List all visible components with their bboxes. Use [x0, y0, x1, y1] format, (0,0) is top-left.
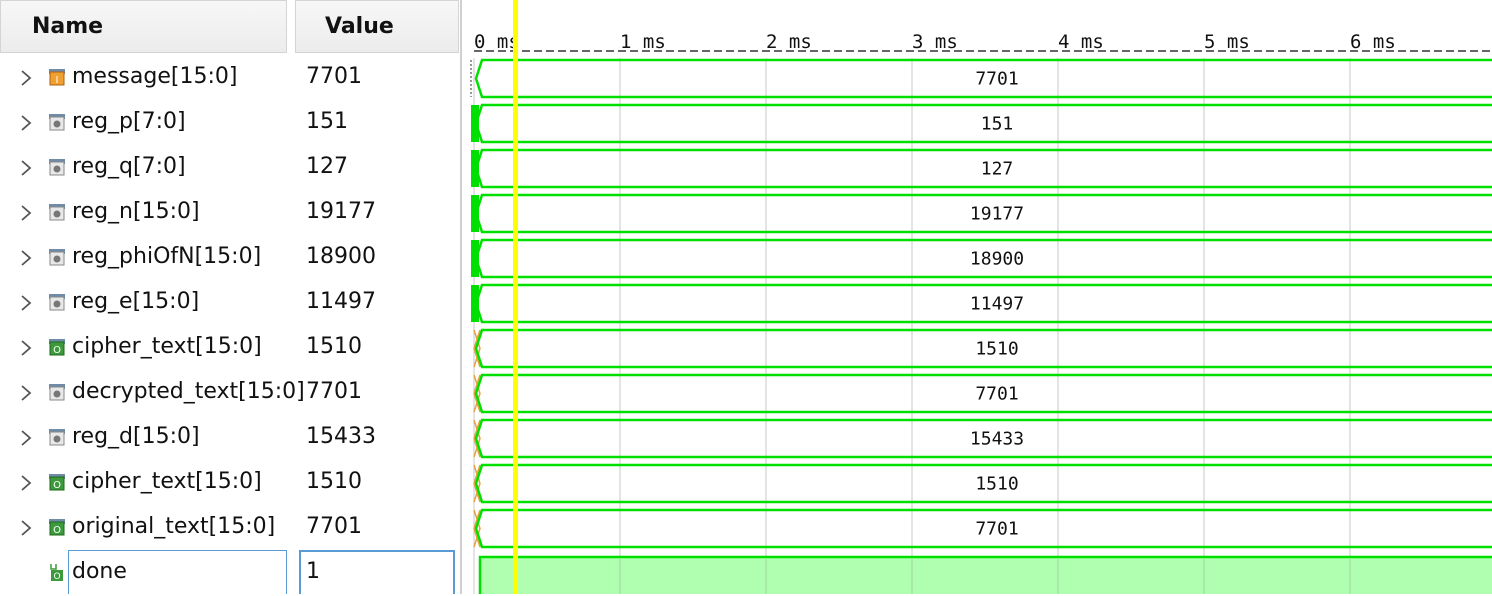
signal-value: 151: [306, 109, 348, 134]
bus-value-label: 7701: [975, 519, 1018, 540]
bus-waveform: [474, 418, 1492, 459]
bus-waveform: [474, 508, 1492, 549]
signal-name: done: [72, 559, 127, 584]
bus-waveform: [474, 193, 1492, 234]
bus-value-label: 11497: [970, 294, 1024, 315]
expand-chevron-icon[interactable]: [20, 473, 32, 493]
signal-value: 11497: [306, 289, 376, 314]
signal-value: 1: [306, 559, 320, 584]
bus-value-label: 19177: [970, 204, 1024, 225]
expand-chevron-icon[interactable]: [20, 383, 32, 403]
signal-row[interactable]: decrypted_text[15:0] 7701: [0, 371, 460, 416]
signal-name: reg_phiOfN[15:0]: [72, 244, 262, 269]
time-tick-label: 2 ms: [766, 31, 812, 53]
svg-text:I: I: [56, 75, 59, 86]
bus-value-label: 7701: [975, 69, 1018, 90]
expand-chevron-icon[interactable]: [20, 248, 32, 268]
expand-chevron-icon[interactable]: [20, 113, 32, 133]
selected-name-cell[interactable]: [68, 550, 287, 594]
bus-waveform: [474, 58, 1492, 99]
signal-name: cipher_text[15:0]: [72, 469, 262, 494]
expand-chevron-icon[interactable]: [20, 203, 32, 223]
name-column-header[interactable]: Name: [0, 0, 287, 53]
signal-value: 7701: [306, 514, 362, 539]
svg-text:O: O: [53, 525, 61, 536]
expand-chevron-icon[interactable]: [20, 428, 32, 448]
signal-name: reg_e[15:0]: [72, 289, 200, 314]
signal-name: decrypted_text[15:0]: [72, 379, 305, 404]
signal-row[interactable]: reg_q[7:0] 127: [0, 146, 460, 191]
expand-chevron-icon[interactable]: [20, 68, 32, 88]
expand-chevron-icon[interactable]: [20, 518, 32, 538]
bus-value-label: 127: [981, 159, 1014, 180]
bus-waveform: [474, 463, 1492, 504]
bus-value-label: 151: [981, 114, 1014, 135]
bus-waveform: [474, 328, 1492, 369]
signal-value: 7701: [306, 379, 362, 404]
bus-transition-mark: [473, 374, 481, 413]
signal-name: original_text[15:0]: [72, 514, 276, 539]
time-tick-label: 3 ms: [912, 31, 958, 53]
name-header-label: Name: [32, 14, 104, 39]
bus-waveform: [474, 373, 1492, 414]
signal-row[interactable]: reg_e[15:0] 11497: [0, 281, 460, 326]
signal-name: message[15:0]: [72, 64, 238, 89]
signal-value: 7701: [306, 64, 362, 89]
signal-row[interactable]: reg_phiOfN[15:0] 18900: [0, 236, 460, 281]
time-tick-label: 6 ms: [1350, 31, 1396, 53]
svg-text:O: O: [53, 480, 61, 491]
signal-name: reg_d[15:0]: [72, 424, 200, 449]
svg-text:O: O: [53, 345, 61, 356]
signal-value: 18900: [306, 244, 376, 269]
bus-transition-mark: [473, 419, 481, 458]
bus-waveform: [474, 283, 1492, 324]
expand-chevron-icon[interactable]: [20, 338, 32, 358]
time-tick-label: 1 ms: [620, 31, 666, 53]
svg-text:O: O: [53, 572, 60, 581]
time-tick-label: 4 ms: [1058, 31, 1104, 53]
signal-name: reg_q[7:0]: [72, 154, 186, 179]
bus-value-label: 1510: [975, 474, 1018, 495]
bus-transition-mark: [473, 464, 481, 503]
value-column-header[interactable]: Value: [295, 0, 459, 53]
signal-value: 1510: [306, 334, 362, 359]
time-tick-label: 5 ms: [1204, 31, 1250, 53]
signal-row[interactable]: reg_p[7:0] 151: [0, 101, 460, 146]
bus-value-label: 15433: [970, 429, 1024, 450]
waveform-view[interactable]: 0 ms 1 ms 2 ms 3 ms 4 ms 5 ms 6 ms 7701 151 127 19…: [460, 0, 1492, 594]
bus-value-label: 18900: [970, 249, 1024, 270]
bus-transition-mark: [473, 329, 481, 368]
bus-value-label: 1510: [975, 339, 1018, 360]
signal-value: 15433: [306, 424, 376, 449]
signal-name: reg_n[15:0]: [72, 199, 200, 224]
selected-value-cell[interactable]: [299, 550, 455, 594]
signal-value: 127: [306, 154, 348, 179]
bit-high-fill: [480, 557, 1492, 594]
signal-row[interactable]: reg_d[15:0] 15433: [0, 416, 460, 461]
signal-row[interactable]: reg_n[15:0] 19177: [0, 191, 460, 236]
signal-name: cipher_text[15:0]: [72, 334, 262, 359]
value-header-label: Value: [325, 14, 394, 39]
signal-value: 1510: [306, 469, 362, 494]
signal-name: reg_p[7:0]: [72, 109, 186, 134]
signal-value: 19177: [306, 199, 376, 224]
time-tick-label: 0 ms: [474, 31, 520, 53]
bus-waveform: [474, 148, 1492, 189]
bus-value-label: 7701: [975, 384, 1018, 405]
expand-chevron-icon[interactable]: [20, 158, 32, 178]
bit-waveform: [478, 555, 1492, 594]
expand-chevron-icon[interactable]: [20, 293, 32, 313]
time-cursor: [513, 0, 518, 594]
bus-transition-mark: [473, 509, 481, 548]
bus-waveform: [474, 103, 1492, 144]
bus-waveform: [474, 238, 1492, 279]
